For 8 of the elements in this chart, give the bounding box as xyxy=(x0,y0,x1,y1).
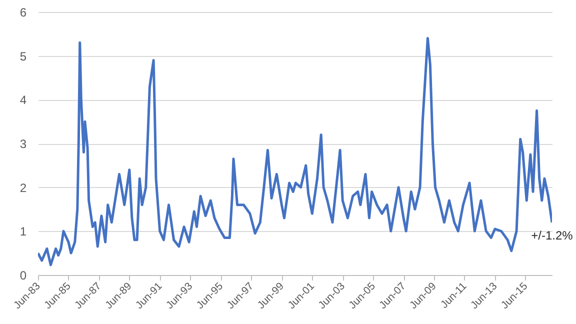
y-tick-label: 4 xyxy=(20,93,27,108)
y-tick-label: 3 xyxy=(20,137,27,151)
y-tick-label: 5 xyxy=(20,49,27,64)
y-tick-label: 1 xyxy=(20,224,27,239)
y-tick-label: 0 xyxy=(20,268,27,282)
y-tick-label: 6 xyxy=(20,6,27,20)
annotation: +/-1.2% xyxy=(531,228,574,242)
y-tick-label: 2 xyxy=(20,180,27,195)
